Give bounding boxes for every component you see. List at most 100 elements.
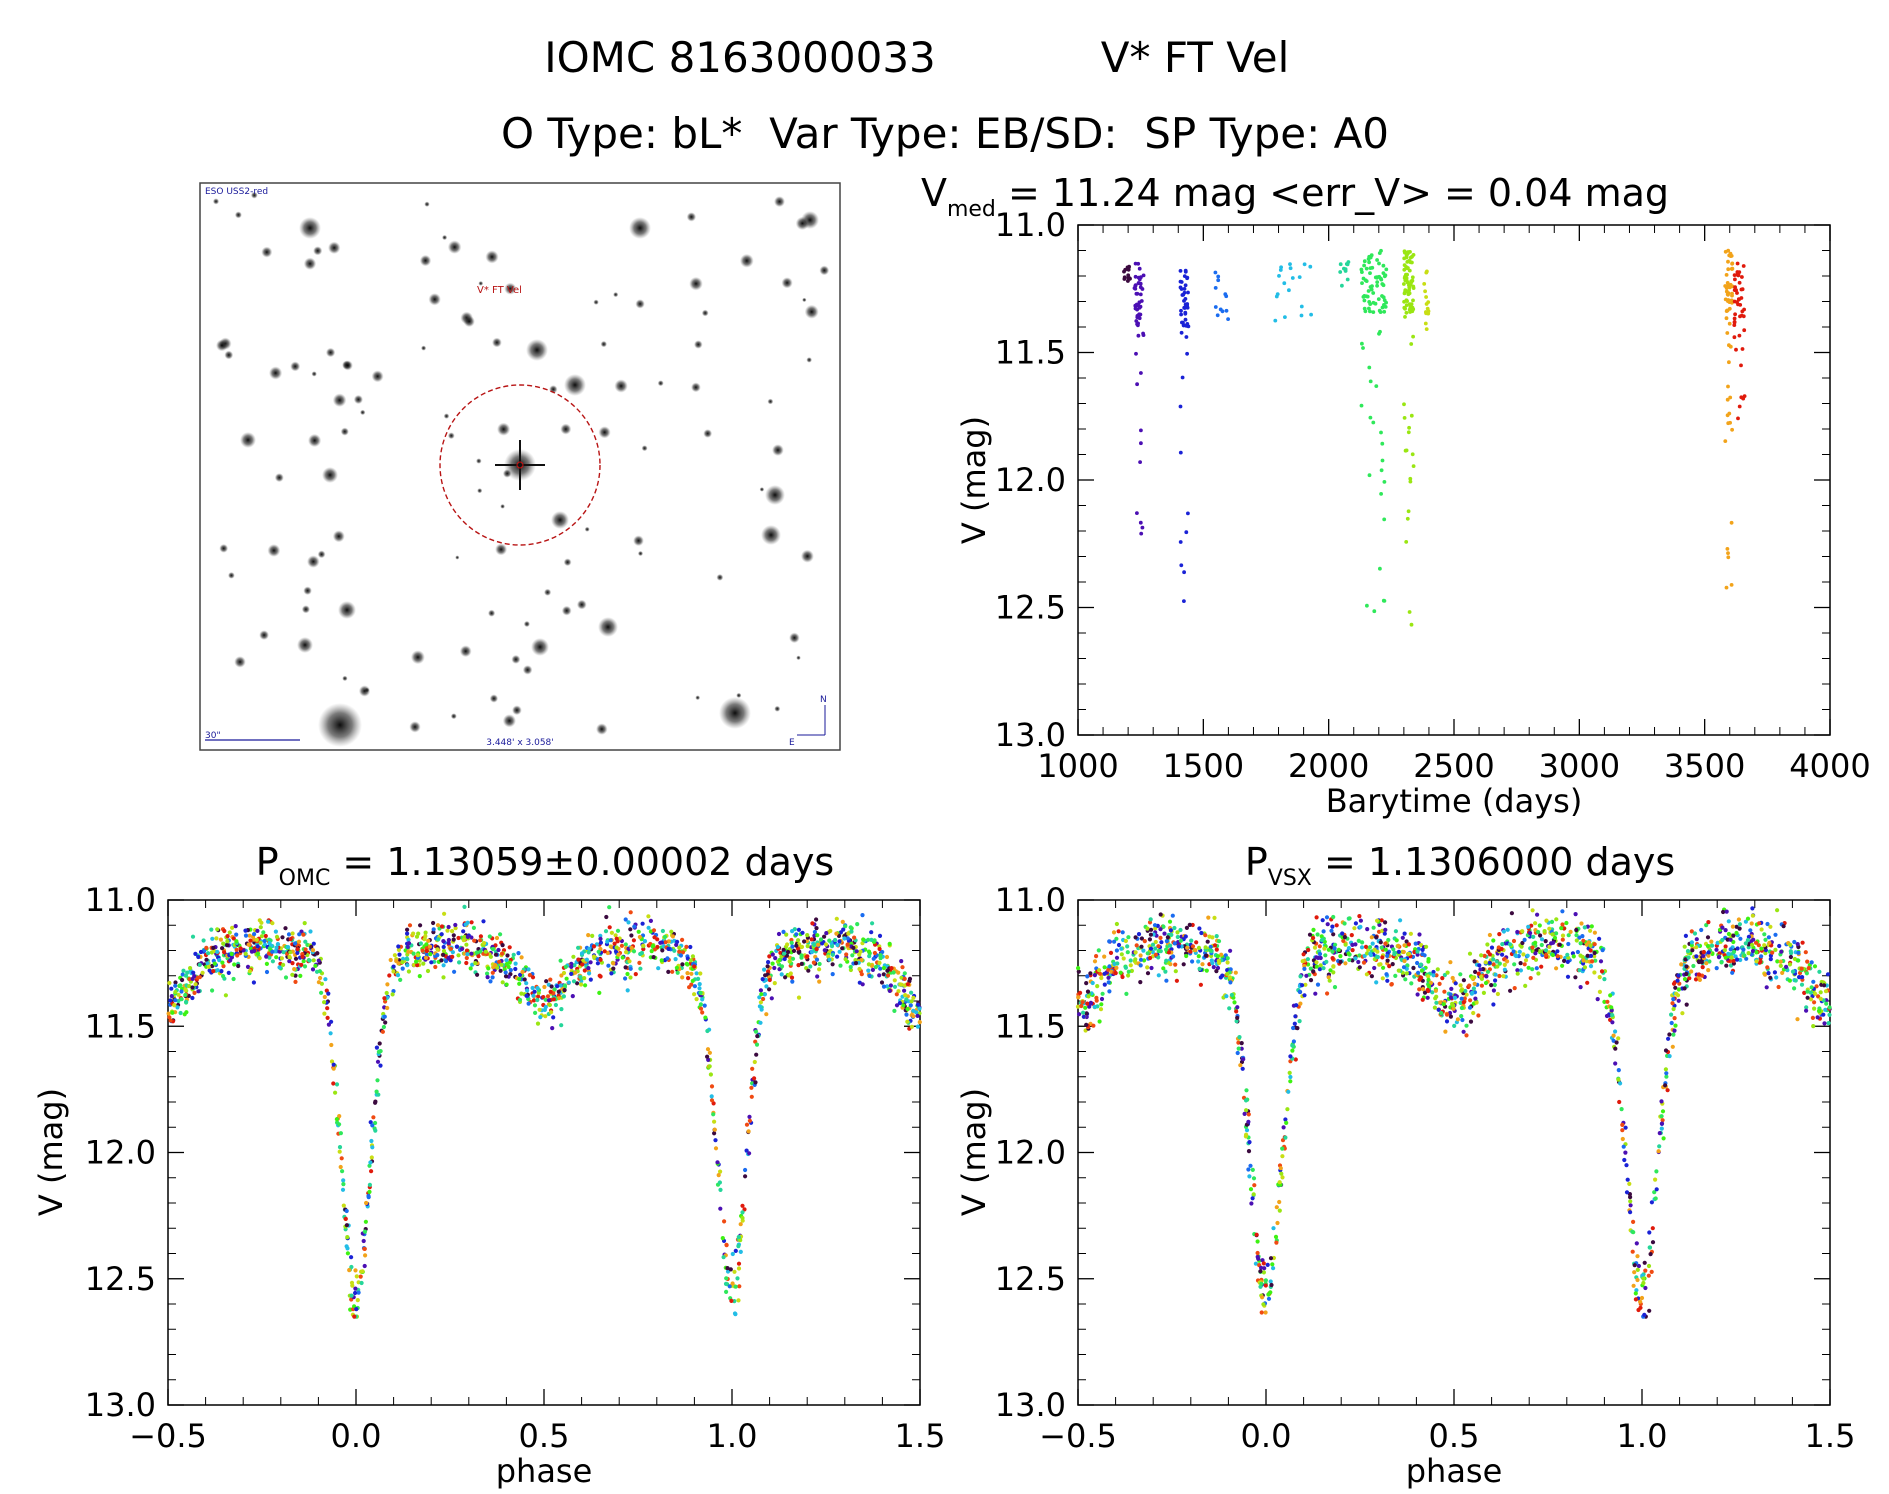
phase-point [441,963,446,968]
lightcurve-point [1361,276,1366,281]
phase-point [308,929,313,934]
finder-star [739,253,754,268]
phase-point [405,944,410,950]
phase-point [905,982,911,987]
phase-point [1197,966,1202,972]
phase-point [1778,959,1783,964]
phase-point [469,951,474,956]
finder-star [317,550,326,559]
phase-point [1280,1146,1285,1151]
phase-point [1092,1004,1097,1010]
phase-point [1375,949,1380,954]
phase-point [1374,935,1379,940]
phase-point [1402,931,1407,936]
phase-point [604,914,609,920]
x-tick-label: 2000 [1288,747,1369,785]
finder-star [489,694,499,703]
phase-point [1120,930,1125,935]
phase-point [255,951,261,956]
y-tick-label: 12.5 [995,1260,1066,1298]
finder-star [360,409,366,416]
phase-point [1526,965,1531,970]
phase-point [1225,960,1230,965]
phase-point [736,1298,741,1303]
phase-point [293,956,299,961]
finder-star [234,211,242,219]
lightcurve-point [1365,294,1370,299]
phase-point [279,956,284,961]
phase-point [840,919,845,925]
lightcurve-point [1740,347,1745,351]
lightcurve-point [1182,287,1187,291]
phase-point [1313,991,1318,996]
phase-point [1321,929,1326,934]
phase-point [451,937,456,942]
phase-point [1350,958,1355,963]
phase-point [1682,986,1687,991]
phase-point [234,939,239,944]
phase-point [641,947,646,952]
phase-point [1816,994,1821,999]
phase-point [607,905,612,910]
phase-point [1448,995,1454,1000]
phase-point [1773,932,1778,937]
phase-point [809,937,814,942]
phase-point [1081,1010,1086,1015]
phase-point [1291,1025,1296,1031]
phase-point [1724,909,1729,914]
phase-point [1271,1226,1276,1231]
phase-point [1214,947,1219,952]
phase-point [1425,987,1430,993]
phase-point [765,964,770,969]
phase-point [1709,943,1715,948]
phase-point [1486,949,1491,954]
phase-point [1247,1140,1252,1145]
phase-point [1696,972,1702,977]
phase-point [1574,927,1579,933]
phase-point [1278,1166,1283,1171]
phase-point [243,951,248,956]
phase-point [184,999,189,1004]
phase-point [1817,969,1822,974]
lightcurve-point [1367,306,1371,311]
lightcurve-point [1360,270,1364,274]
phase-point [1525,953,1530,958]
lightcurve-point [1730,266,1734,271]
phase-point [718,1187,723,1192]
header-types: O Type: bL* Var Type: EB/SD: SP Type: A0 [501,109,1389,158]
phase-point [1623,1150,1628,1155]
phase-point [1419,975,1424,980]
phase-point [1081,1014,1086,1019]
lightcurve-point [1736,273,1741,278]
phase-point [190,995,195,1001]
phase-point [1150,942,1156,947]
phase-point [1535,912,1540,917]
phase-point [532,989,537,994]
phase-point [1495,964,1500,969]
phase-point [1152,923,1158,928]
x-tick-label: 4000 [1789,747,1870,785]
phase-point [387,973,392,978]
phase-point [414,934,420,939]
phase-point [1701,953,1706,959]
phase-point [369,1155,374,1160]
lightcurve-point [1404,310,1409,315]
phase-point [1244,1108,1249,1113]
finder-star [806,357,812,363]
phase-point [736,1266,742,1271]
phase-point [1672,1016,1677,1021]
phase-point [1239,1041,1244,1046]
phase-point [1723,944,1728,949]
phase-point [1500,942,1505,947]
phase-point [1214,969,1219,974]
lightcurve-point [1180,320,1184,325]
finder-star [703,429,713,438]
phase-point [1585,953,1590,958]
phase-point [1750,942,1755,947]
phase-point [396,944,401,949]
phase-point [381,1024,386,1030]
phase-point [1749,921,1754,926]
phase-point [1689,929,1694,934]
phase-point [1592,954,1597,959]
phase-point [754,1042,760,1047]
